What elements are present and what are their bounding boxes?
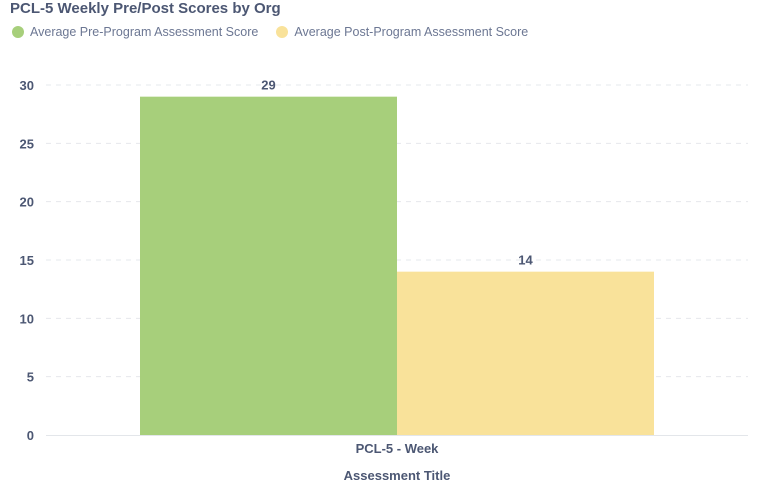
y-axis-ticks: 0 5 10 15 20 25 30 (20, 78, 34, 443)
legend-swatch-pre (12, 26, 24, 38)
legend-item-pre[interactable]: Average Pre-Program Assessment Score (12, 25, 258, 39)
y-tick-label: 30 (20, 78, 34, 93)
bars (140, 96, 654, 436)
y-tick-label: 15 (20, 253, 34, 268)
bar-post[interactable] (397, 271, 654, 435)
data-label-pre: 29 (261, 78, 275, 93)
x-axis-ticks: PCL-5 - Week (356, 441, 440, 456)
legend-label-pre: Average Pre-Program Assessment Score (30, 25, 259, 39)
x-axis-title: Assessment Title (344, 468, 451, 483)
y-tick-label: 10 (20, 311, 34, 326)
legend-label-post: Average Post-Program Assessment Score (294, 25, 529, 39)
data-labels: 29 14 (261, 78, 533, 268)
chart-title: PCL-5 Weekly Pre/Post Scores by Org (10, 0, 281, 17)
y-tick-label: 0 (27, 428, 34, 443)
y-tick-label: 5 (27, 370, 34, 385)
y-tick-label: 20 (20, 195, 34, 210)
x-tick-label: PCL-5 - Week (356, 441, 440, 456)
data-label-post: 14 (518, 253, 533, 268)
y-tick-label: 25 (20, 136, 34, 151)
legend-item-post[interactable]: Average Post-Program Assessment Score (276, 25, 528, 39)
legend-swatch-post (276, 26, 289, 38)
chart-legend: Average Pre-Program Assessment Score Ave… (12, 25, 546, 39)
bar-pre[interactable] (140, 96, 397, 436)
